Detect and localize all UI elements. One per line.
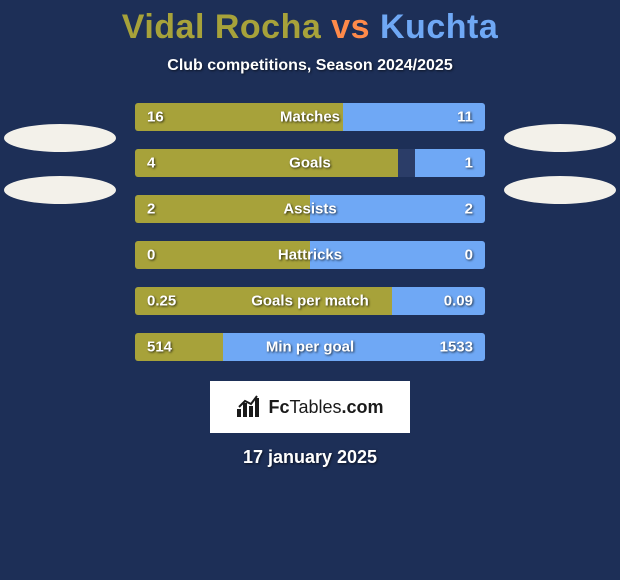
- stat-right-value: 0: [465, 247, 473, 264]
- stat-left-value: 0.25: [147, 293, 176, 310]
- stat-right-value: 1: [465, 155, 473, 172]
- stat-label: Min per goal: [266, 339, 354, 356]
- stat-left-value: 514: [147, 339, 172, 356]
- bar-right: [415, 149, 485, 177]
- stat-left-value: 2: [147, 201, 155, 218]
- stat-right-value: 1533: [440, 339, 473, 356]
- stat-right-value: 2: [465, 201, 473, 218]
- bar-left: [135, 149, 398, 177]
- stat-right-value: 0.09: [444, 293, 473, 310]
- chart-icon: [236, 395, 262, 419]
- stat-left-value: 0: [147, 247, 155, 264]
- brand-bold: Fc: [268, 397, 289, 417]
- vs-separator: vs: [331, 8, 370, 46]
- stat-row: 0 0 Hattricks: [135, 241, 485, 269]
- subtitle: Club competitions, Season 2024/2025: [0, 57, 620, 75]
- team-badge-left: [4, 176, 116, 204]
- team-badge-right: [504, 124, 616, 152]
- stat-label: Assists: [283, 201, 336, 218]
- team-badge-right: [504, 176, 616, 204]
- stat-right-value: 11: [457, 109, 473, 126]
- team-badge-left: [4, 124, 116, 152]
- page-title: Vidal Rocha vs Kuchta: [0, 0, 620, 47]
- stat-label: Matches: [280, 109, 340, 126]
- player2-name: Kuchta: [380, 8, 498, 46]
- stat-row: 2 2 Assists: [135, 195, 485, 223]
- stat-row: 514 1533 Min per goal: [135, 333, 485, 361]
- stat-row: 16 11 Matches: [135, 103, 485, 131]
- brand-light: Tables: [289, 397, 341, 417]
- date-label: 17 january 2025: [0, 447, 620, 468]
- stat-label: Goals: [289, 155, 331, 172]
- brand-text: FcTables.com: [268, 397, 383, 418]
- stat-left-value: 4: [147, 155, 155, 172]
- stat-left-value: 16: [147, 109, 164, 126]
- brand-suffix: .com: [342, 397, 384, 417]
- stats-bars: 16 11 Matches 4 1 Goals 2 2 Assists 0 0 Hattricks 0.…: [135, 103, 485, 361]
- brand-card: FcTables.com: [210, 381, 410, 433]
- stat-row: 0.25 0.09 Goals per match: [135, 287, 485, 315]
- stat-row: 4 1 Goals: [135, 149, 485, 177]
- stat-label: Hattricks: [278, 247, 342, 264]
- player1-name: Vidal Rocha: [122, 8, 322, 46]
- stat-label: Goals per match: [251, 293, 369, 310]
